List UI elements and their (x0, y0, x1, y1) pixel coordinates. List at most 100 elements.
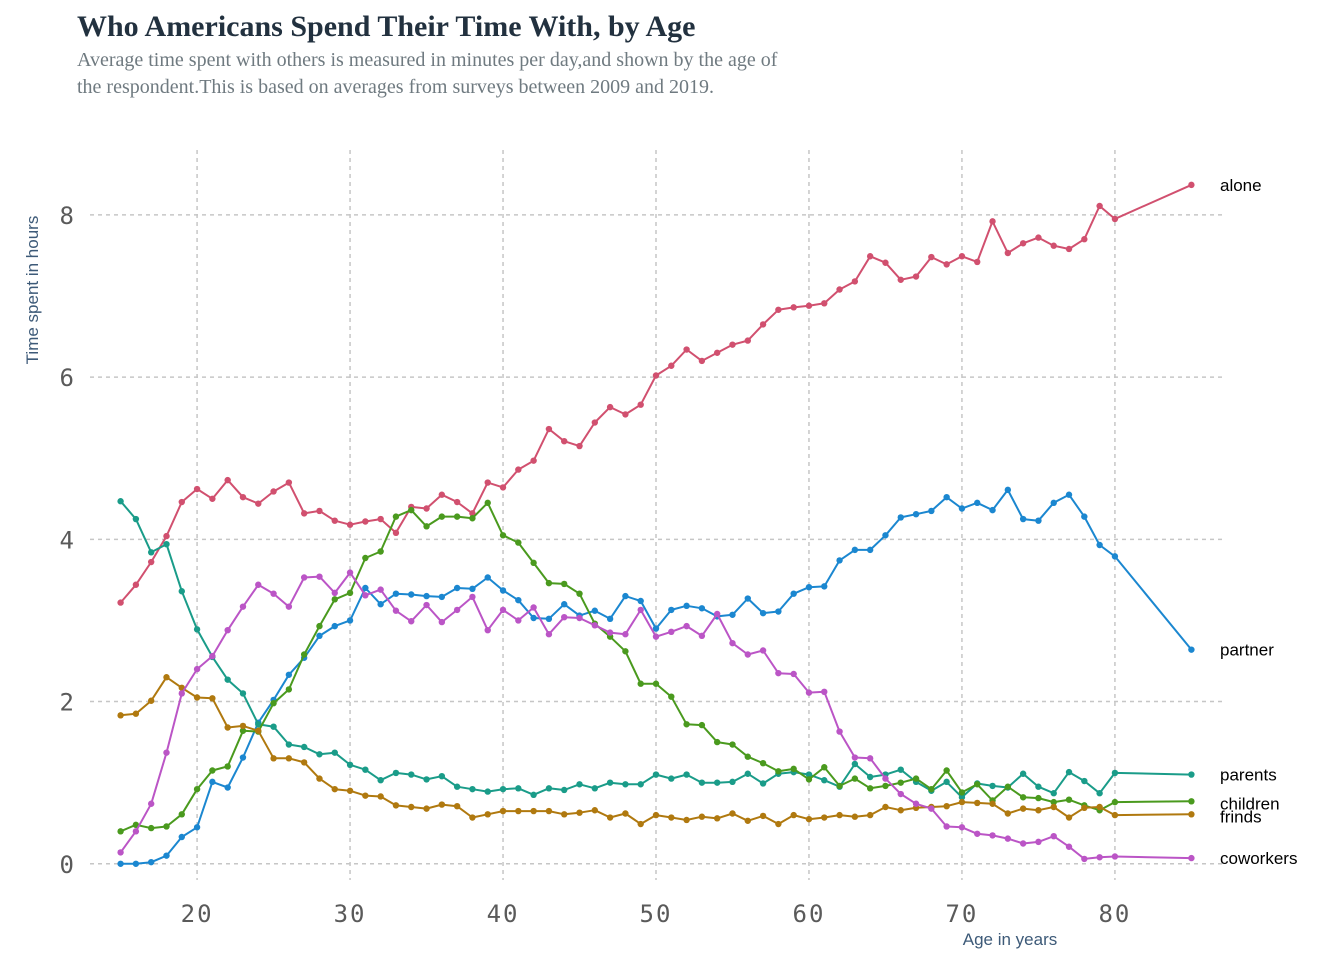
data-point (668, 606, 675, 614)
data-point (438, 801, 446, 808)
data-point (346, 521, 354, 528)
data-point (851, 775, 859, 782)
series-label-frinds: frinds (1220, 807, 1262, 826)
data-point (912, 510, 920, 518)
data-point (499, 785, 507, 793)
data-point (193, 485, 201, 493)
data-point (606, 629, 614, 636)
data-point (163, 749, 170, 756)
data-point (1081, 804, 1088, 812)
chart-title: Who Americans Spend Their Time With, by … (77, 10, 696, 43)
data-point (408, 771, 415, 778)
data-point (362, 518, 369, 525)
data-point (209, 695, 216, 702)
data-point (530, 559, 537, 567)
data-point (239, 493, 247, 501)
data-point (821, 764, 828, 771)
data-point (1096, 803, 1103, 811)
data-point (117, 599, 124, 606)
series-partner (117, 486, 1195, 867)
data-point (1035, 783, 1042, 790)
data-point (1188, 771, 1195, 778)
data-point (117, 712, 124, 719)
data-point (591, 785, 599, 792)
data-point (882, 775, 889, 782)
data-point (928, 507, 935, 515)
x-axis-title: Age in years (963, 930, 1058, 949)
data-point (285, 479, 293, 486)
data-point (377, 586, 384, 593)
data-point (193, 694, 201, 701)
data-point (362, 766, 369, 773)
data-point (484, 499, 491, 507)
data-point (591, 607, 599, 614)
data-point (408, 618, 415, 625)
data-point (469, 593, 476, 601)
data-point (576, 614, 583, 622)
data-point (163, 541, 170, 548)
data-point (1081, 777, 1088, 785)
data-point (438, 491, 446, 498)
data-point (637, 820, 644, 828)
data-point (1050, 790, 1057, 797)
y-tick-label: 4 (60, 526, 76, 554)
data-point (1065, 245, 1073, 253)
data-point (499, 587, 507, 594)
data-point (377, 777, 384, 784)
data-point (270, 590, 277, 597)
data-point (912, 800, 920, 807)
data-point (576, 809, 583, 816)
data-point (255, 727, 262, 734)
data-point (759, 609, 767, 617)
data-point (561, 786, 568, 794)
data-point (561, 601, 568, 608)
data-point (652, 771, 660, 778)
data-point (239, 603, 247, 610)
data-point (759, 780, 767, 787)
data-point (1081, 513, 1088, 520)
data-point (224, 763, 231, 770)
data-point (346, 589, 354, 597)
data-point (346, 569, 354, 576)
data-point (545, 579, 553, 587)
data-point (285, 603, 293, 610)
data-point (346, 617, 354, 624)
data-point (897, 766, 904, 773)
data-point (974, 781, 981, 788)
data-point (683, 622, 690, 630)
data-point (362, 584, 369, 592)
data-point (270, 488, 277, 495)
data-point (775, 608, 782, 615)
data-point (499, 807, 507, 815)
series-coworkers (117, 569, 1195, 863)
x-tick-label: 70 (945, 900, 978, 928)
data-point (530, 457, 537, 464)
data-point (683, 816, 690, 824)
data-point (606, 615, 614, 623)
series-label-children: children (1220, 794, 1280, 813)
data-point (683, 771, 690, 778)
data-point (729, 611, 736, 618)
data-point (744, 817, 751, 824)
data-point (729, 810, 736, 817)
data-point (759, 647, 767, 654)
data-point (438, 772, 446, 780)
data-point (392, 513, 400, 520)
data-point (1004, 486, 1012, 494)
series-alone (117, 181, 1195, 606)
data-point (484, 626, 491, 634)
data-point (744, 651, 751, 658)
data-point (1050, 803, 1057, 811)
data-point (790, 765, 797, 773)
data-point (331, 596, 338, 603)
data-point (851, 546, 859, 554)
data-point (545, 425, 553, 433)
data-point (499, 606, 507, 614)
x-tick-label: 40 (487, 900, 520, 928)
data-point (239, 754, 247, 761)
data-point (943, 493, 950, 501)
data-point (362, 792, 369, 799)
data-point (713, 738, 721, 746)
